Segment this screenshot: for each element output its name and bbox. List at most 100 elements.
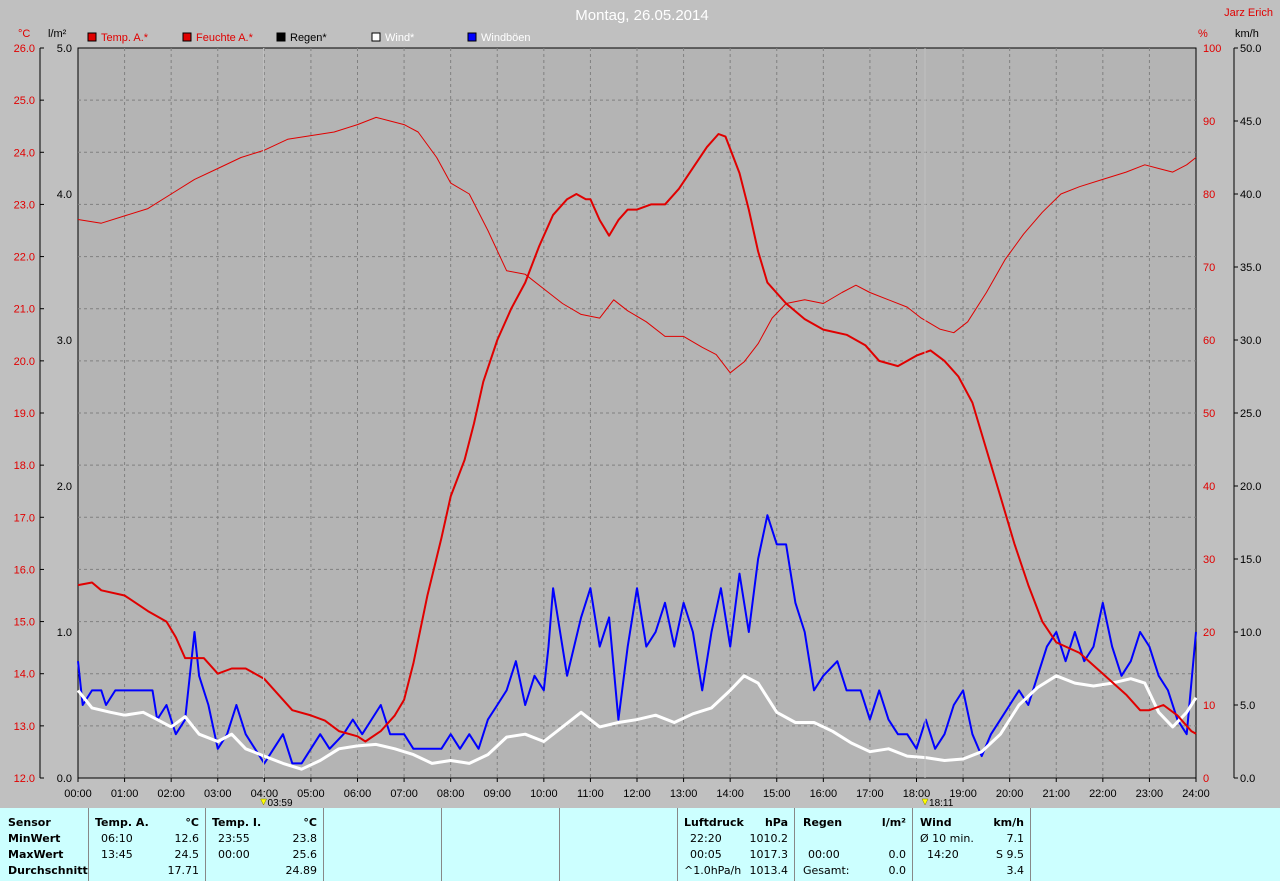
x-tick-label: 01:00 [111, 788, 139, 800]
legend-label: Windböen [481, 32, 531, 44]
legend-swatch [371, 32, 381, 42]
series-line-wind [76, 674, 1198, 771]
x-tick-label: 14:00 [716, 788, 744, 800]
rain-tick-label: 1.0 [57, 627, 72, 639]
marker-triangle [921, 798, 929, 806]
temp-i-min-time: 23:55 [218, 832, 250, 845]
legend-label: Regen* [290, 32, 327, 44]
rain-total-value: 0.0 [888, 864, 907, 877]
x-tick-label: 17:00 [856, 788, 884, 800]
pressure-unit: hPa [764, 816, 788, 829]
avg-label: Durchschnitt [8, 864, 88, 877]
x-tick-label: 12:00 [623, 788, 651, 800]
x-tick-label: 24:00 [1182, 788, 1210, 800]
x-tick-label: 08:00 [437, 788, 465, 800]
humidity-tick-label: 60 [1203, 335, 1215, 347]
temp-tick-label: 16.0 [14, 564, 35, 576]
empty-column-3 [560, 808, 678, 881]
pressure-max-value: 1017.3 [749, 848, 789, 861]
markers: 03:59 18:11 [260, 48, 954, 808]
wind-tick-label: 30.0 [1240, 335, 1261, 347]
series-line-windb-en [77, 514, 1197, 765]
series [76, 116, 1198, 771]
marker-triangle [260, 798, 267, 806]
humidity-tick-label: 80 [1203, 189, 1215, 201]
temp-i-max-value: 25.6 [292, 848, 318, 861]
temp-tick-label: 19.0 [14, 408, 35, 420]
temp-a-max-time: 13:45 [101, 848, 133, 861]
grid [78, 48, 1196, 778]
temp-tick-label: 21.0 [14, 304, 35, 316]
x-tick-label: 02:00 [157, 788, 185, 800]
temp-i-header: Temp. I. [212, 816, 262, 829]
x-tick-label: 18:00 [903, 788, 931, 800]
author-label: Jarz Erich [1224, 7, 1273, 19]
wind-max-value: S 9.5 [996, 848, 1024, 861]
wind-tick-label: 25.0 [1240, 408, 1261, 420]
wind-tick-label: 0.0 [1240, 773, 1255, 785]
temp-tick-label: 23.0 [14, 199, 35, 211]
temp-a-unit: °C [185, 816, 199, 829]
axes: 00:00 01:00 02:00 03:00 04:00 05:00 06:00 07:00… [14, 43, 1262, 800]
pressure-column: Luftdruck hPa 22:20 1010.2 00:05 1017.3 … [678, 808, 795, 881]
wind-max-time: 14:20 [927, 848, 959, 861]
wind-column: Wind km/h Ø 10 min. 7.1 14:20 S 9.5 3.4 [913, 808, 1031, 881]
temp-a-min-time: 06:10 [101, 832, 133, 845]
x-tick-label: 11:00 [577, 788, 604, 800]
x-tick-label: 05:00 [297, 788, 325, 800]
legend-swatch [182, 32, 192, 42]
legend-label: Wind* [385, 32, 415, 44]
series-line-temp-a [77, 133, 1197, 743]
sensor-header: Sensor [8, 816, 51, 829]
wind-unit-label: km/h [1235, 28, 1259, 40]
rain-header: Regen [803, 816, 843, 829]
rain-tick-label: 3.0 [57, 335, 72, 347]
humidity-tick-label: 20 [1203, 627, 1215, 639]
temp-tick-label: 12.0 [14, 773, 35, 785]
series-line-feuchte-a [77, 116, 1197, 374]
pressure-trend: ^1.0hPa/h [684, 864, 742, 877]
humidity-tick-label: 100 [1203, 43, 1221, 55]
rain-unit: l/m² [881, 816, 906, 829]
marker-label: 03:59 [268, 798, 293, 808]
rain-max-value: 0.0 [888, 848, 907, 861]
humidity-tick-label: 0 [1203, 773, 1209, 785]
humidity-tick-label: 50 [1203, 408, 1215, 420]
x-tick-label: 16:00 [810, 788, 838, 800]
wind-header: Wind [920, 816, 952, 829]
temp-tick-label: 13.0 [14, 721, 35, 733]
marker-label: 18:11 [929, 798, 954, 808]
rain-unit-label: l/m² [48, 28, 67, 40]
humidity-unit-label: % [1198, 28, 1208, 40]
temp-tick-label: 24.0 [14, 147, 35, 159]
humidity-tick-label: 30 [1203, 554, 1215, 566]
x-tick-label: 00:00 [64, 788, 92, 800]
x-tick-label: 21:00 [1042, 788, 1070, 800]
empty-column-1 [324, 808, 442, 881]
statistics-panel: Sensor MinWert MaxWert Durchschnitt Temp… [0, 808, 1280, 881]
humidity-tick-label: 40 [1203, 481, 1215, 493]
wind-tick-label: 40.0 [1240, 189, 1261, 201]
temp-i-min-value: 23.8 [292, 832, 318, 845]
temp-a-max-value: 24.5 [174, 848, 200, 861]
legend-swatch [87, 32, 97, 42]
temp-tick-label: 17.0 [14, 512, 35, 524]
max-label: MaxWert [8, 848, 64, 861]
wind-unit: km/h [993, 816, 1024, 829]
x-tick-label: 04:00 [251, 788, 279, 800]
legend-swatch [467, 32, 477, 42]
pressure-max-time: 00:05 [690, 848, 722, 861]
wind-tick-label: 35.0 [1240, 262, 1261, 274]
rain-tick-label: 0.0 [57, 773, 72, 785]
rain-tick-label: 5.0 [57, 43, 72, 55]
wind-tick-label: 10.0 [1240, 627, 1261, 639]
temp-a-avg-value: 17.71 [167, 864, 200, 877]
temp-i-unit: °C [303, 816, 317, 829]
x-tick-label: 23:00 [1136, 788, 1164, 800]
temp-a-header: Temp. A. [95, 816, 149, 829]
x-tick-label: 10:00 [530, 788, 558, 800]
temp-tick-label: 22.0 [14, 252, 35, 264]
wind-tick-label: 45.0 [1240, 116, 1261, 128]
legend: Temp. A.* Feuchte A.* Regen* Wind* Windböen [87, 32, 531, 44]
wind-tick-label: 20.0 [1240, 481, 1261, 493]
